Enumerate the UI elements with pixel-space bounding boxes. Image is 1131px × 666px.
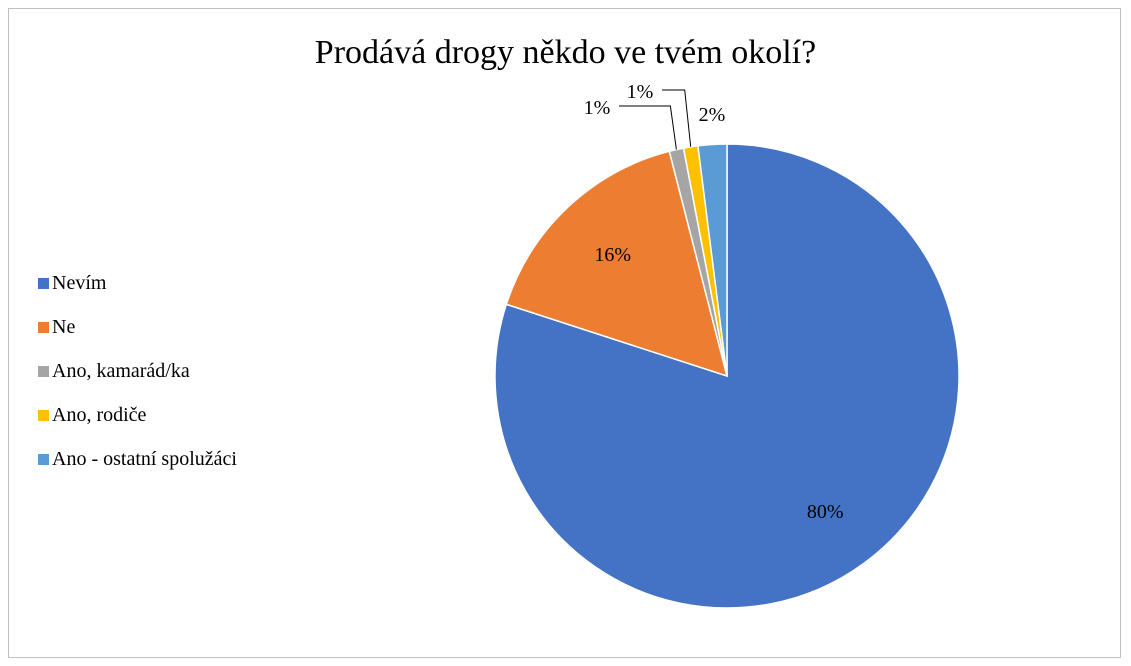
legend-label: Ano, rodiče <box>52 404 147 426</box>
legend-label: Ano, kamarád/ka <box>52 360 190 382</box>
slice-data-label: 2% <box>699 104 726 126</box>
legend-item-nevim: Nevím <box>38 270 237 297</box>
legend-label: Ne <box>52 316 76 338</box>
legend-label: Nevím <box>52 272 107 294</box>
slice-data-label: 80% <box>807 501 844 523</box>
pie-slice <box>697 143 728 377</box>
pie-slice <box>505 150 729 378</box>
slice-data-label: 1% <box>627 81 654 103</box>
legend-swatch <box>38 278 49 289</box>
leader-line <box>619 105 677 150</box>
chart-title: Prodává drogy někdo ve tvém okolí? <box>314 34 817 71</box>
legend: Nevím Ne Ano, kamarád/ka Ano, rodiče Ano… <box>38 270 237 490</box>
legend-item-ano-spoluzaci: Ano - ostatní spolužáci <box>38 446 237 473</box>
legend-label: Ano - ostatní spolužáci <box>52 448 237 470</box>
slice-data-label: 1% <box>584 97 611 119</box>
legend-swatch <box>38 366 49 377</box>
legend-swatch <box>38 410 49 421</box>
legend-item-ano-rodice: Ano, rodiče <box>38 402 237 429</box>
legend-item-ne: Ne <box>38 314 237 341</box>
legend-item-ano-kamarad: Ano, kamarád/ka <box>38 358 237 385</box>
slice-data-label: 16% <box>594 244 631 266</box>
leader-line <box>662 89 692 147</box>
legend-swatch <box>38 322 49 333</box>
legend-swatch <box>38 454 49 465</box>
